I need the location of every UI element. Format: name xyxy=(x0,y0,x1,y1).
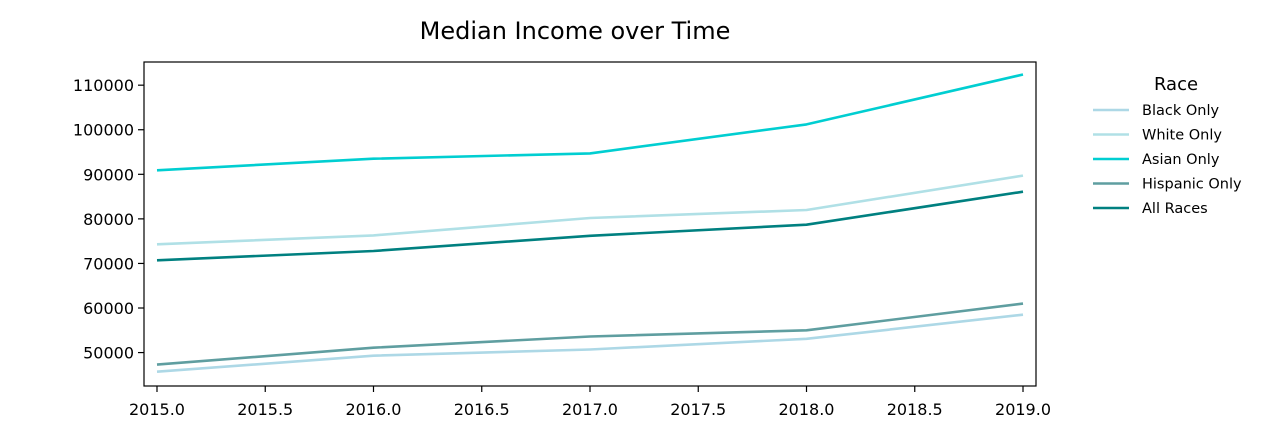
y-tick-label: 50000 xyxy=(83,344,134,363)
x-axis: 2015.0 2015.5 2016.0 2016.5 2017.0 2017.5 2018… xyxy=(129,386,1051,419)
legend-label: Black Only xyxy=(1142,103,1219,119)
y-tick-label: 80000 xyxy=(83,210,134,229)
legend-label: All Races xyxy=(1142,201,1208,217)
x-tick-label: 2019.0 xyxy=(995,400,1051,419)
legend-title: Race xyxy=(1154,74,1198,95)
legend: Race Black Only White Only Asian Only Hispa… xyxy=(1093,74,1242,217)
series-line-hispanic-only xyxy=(156,302,1024,366)
y-tick-label: 90000 xyxy=(83,165,134,184)
y-tick-label: 110000 xyxy=(73,76,134,95)
x-tick-label: 2018.0 xyxy=(779,400,835,419)
series-line-asian-only xyxy=(156,73,1024,172)
x-tick-label: 2016.0 xyxy=(346,400,402,419)
y-tick-label: 60000 xyxy=(83,299,134,318)
legend-label: Asian Only xyxy=(1142,152,1220,168)
x-tick-label: 2017.0 xyxy=(562,400,618,419)
y-axis: 50000 60000 70000 80000 90000 100000 110000 xyxy=(73,76,144,363)
series-line-white-only xyxy=(156,174,1024,246)
series-line-black-only xyxy=(156,313,1024,373)
x-tick-label: 2016.5 xyxy=(454,400,510,419)
legend-label: White Only xyxy=(1142,128,1222,144)
y-tick-label: 70000 xyxy=(83,254,134,273)
x-tick-label: 2015.5 xyxy=(237,400,293,419)
series-layer xyxy=(156,73,1024,373)
y-tick-label: 100000 xyxy=(73,121,134,140)
series-line-all-races xyxy=(156,190,1024,262)
x-tick-label: 2018.5 xyxy=(887,400,943,419)
legend-label: Hispanic Only xyxy=(1142,177,1242,193)
chart-title: Median Income over Time xyxy=(420,17,731,45)
x-tick-label: 2015.0 xyxy=(129,400,185,419)
x-tick-label: 2017.5 xyxy=(670,400,726,419)
